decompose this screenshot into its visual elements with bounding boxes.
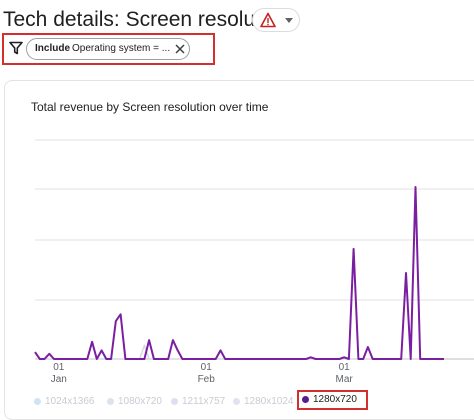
legend-label: 1211x757 [182,396,226,407]
warning-icon[interactable] [260,12,276,28]
legend-dot [302,396,309,403]
legend-label: 1280x720 [313,394,357,405]
x-tick-day: 01 [201,362,213,373]
page-header: Tech details: Screen resolution [0,0,474,36]
filter-chip-keyword: Include [35,43,71,54]
legend-dot [34,398,41,405]
filter-chip[interactable]: Include Operating system = ... [26,38,190,60]
legend-label: 1024x1366 [45,396,95,407]
legend-item-1280x720[interactable]: 1280x720 [302,394,357,405]
x-tick-day: 01 [339,362,351,373]
legend-label: 1280x1024 [244,396,294,407]
filter-chip-text: Operating system = ... [72,43,171,54]
chart-legend: 1024x1366 1080x720 1211x757 1280x1024 1280x7… [0,388,474,413]
legend-dot [107,398,114,405]
close-icon[interactable] [175,44,185,54]
legend-item-1280x1024[interactable]: 1280x1024 [233,396,294,407]
x-tick-month: Feb [198,374,216,385]
legend-item-1080x720[interactable]: 1080x720 [107,396,162,407]
series-line-1280x720[interactable] [34,186,444,360]
filter-icon[interactable] [9,41,23,55]
legend-label: 1080x720 [118,396,162,407]
chart-title: Total revenue by Screen resolution over … [31,100,269,114]
legend-item-1211x757[interactable]: 1211x757 [171,396,225,407]
x-tick-day: 01 [53,362,65,373]
filter-highlight-box: Include Operating system = ... [2,33,215,65]
legend-highlight-box [297,390,368,410]
page-title: Tech details: Screen resolution [3,8,289,31]
legend-dot [233,398,240,405]
x-tick-month: Jan [51,374,67,385]
legend-item-1024x1366[interactable]: 1024x1366 [34,396,95,407]
x-tick-month: Mar [336,374,354,385]
caret-down-icon[interactable] [285,18,293,23]
legend-dot [171,398,178,405]
report-options-chip[interactable] [252,8,300,32]
chart-card [4,80,474,420]
